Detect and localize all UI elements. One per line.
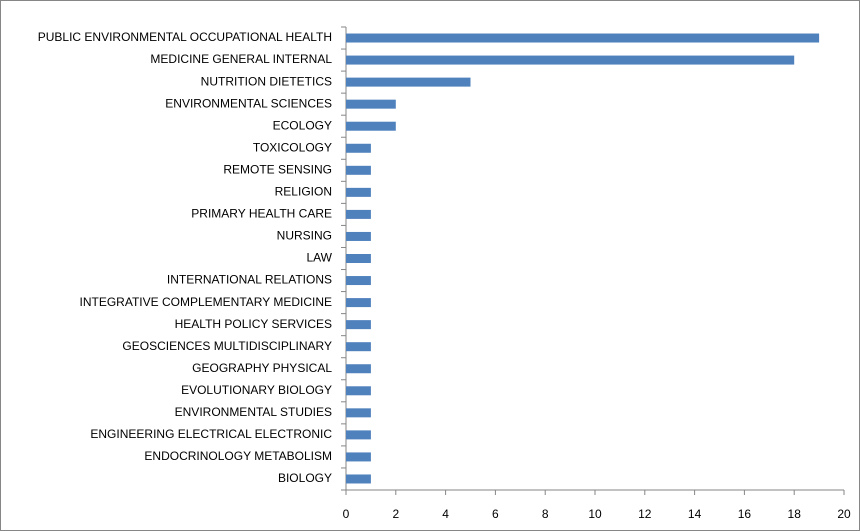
bar <box>346 187 371 197</box>
y-tick-label: GEOSCIENCES MULTIDISCIPLINARY <box>122 339 332 353</box>
bar <box>346 254 371 263</box>
y-tick-label: GEOGRAPHY PHYSICAL <box>192 361 332 375</box>
bar <box>346 364 371 374</box>
y-tick-label: REMOTE SENSING <box>223 162 332 176</box>
bar <box>346 143 371 153</box>
y-tick-label: EVOLUTIONARY BIOLOGY <box>181 383 332 397</box>
x-tick-label: 18 <box>788 507 802 521</box>
bar <box>346 342 371 352</box>
y-tick-label: NURSING <box>277 229 332 243</box>
bar <box>346 320 371 330</box>
x-tick-label: 16 <box>738 507 752 521</box>
x-tick-label: 20 <box>837 507 851 521</box>
bar <box>346 165 371 175</box>
bar <box>346 408 371 418</box>
bar <box>346 298 371 308</box>
x-tick-label: 8 <box>542 507 549 521</box>
bar <box>346 276 371 286</box>
y-tick-label: NUTRITION DIETETICS <box>201 74 332 88</box>
bar <box>346 55 795 65</box>
y-tick-label: ENDOCRINOLOGY METABOLISM <box>144 449 332 463</box>
x-tick-label: 12 <box>638 507 652 521</box>
y-tick-label: TOXICOLOGY <box>253 140 332 154</box>
y-tick-label: PRIMARY HEALTH CARE <box>191 207 332 221</box>
x-tick-label: 6 <box>492 507 499 521</box>
bar <box>346 386 371 396</box>
bar <box>346 99 396 109</box>
bar <box>346 209 371 219</box>
bar <box>346 452 371 462</box>
y-tick-label: ENGINEERING ELECTRICAL ELECTRONIC <box>90 427 332 441</box>
y-tick-label: ECOLOGY <box>273 118 332 132</box>
y-tick-label: BIOLOGY <box>278 471 332 485</box>
bar <box>346 231 371 241</box>
y-tick-label: HEALTH POLICY SERVICES <box>175 317 332 331</box>
bar <box>346 121 396 131</box>
y-tick-label: LAW <box>306 251 332 265</box>
bar <box>346 430 371 440</box>
y-tick-label: RELIGION <box>275 185 332 199</box>
y-tick-label: ENVIRONMENTAL STUDIES <box>175 405 332 419</box>
bar <box>346 77 471 87</box>
x-tick-label: 4 <box>442 507 449 521</box>
bar <box>346 474 371 484</box>
y-tick-label: ENVIRONMENTAL SCIENCES <box>165 96 332 110</box>
y-tick-label: INTERNATIONAL RELATIONS <box>167 273 332 287</box>
x-tick-label: 10 <box>588 507 602 521</box>
x-tick-label: 2 <box>392 507 399 521</box>
bar <box>346 33 820 43</box>
y-tick-label: PUBLIC ENVIRONMENTAL OCCUPATIONAL HEALTH <box>38 30 332 44</box>
y-tick-label: MEDICINE GENERAL INTERNAL <box>150 52 332 66</box>
x-tick-label: 14 <box>688 507 702 521</box>
y-tick-label: INTEGRATIVE COMPLEMENTARY MEDICINE <box>80 295 332 309</box>
x-tick-label: 0 <box>343 507 350 521</box>
